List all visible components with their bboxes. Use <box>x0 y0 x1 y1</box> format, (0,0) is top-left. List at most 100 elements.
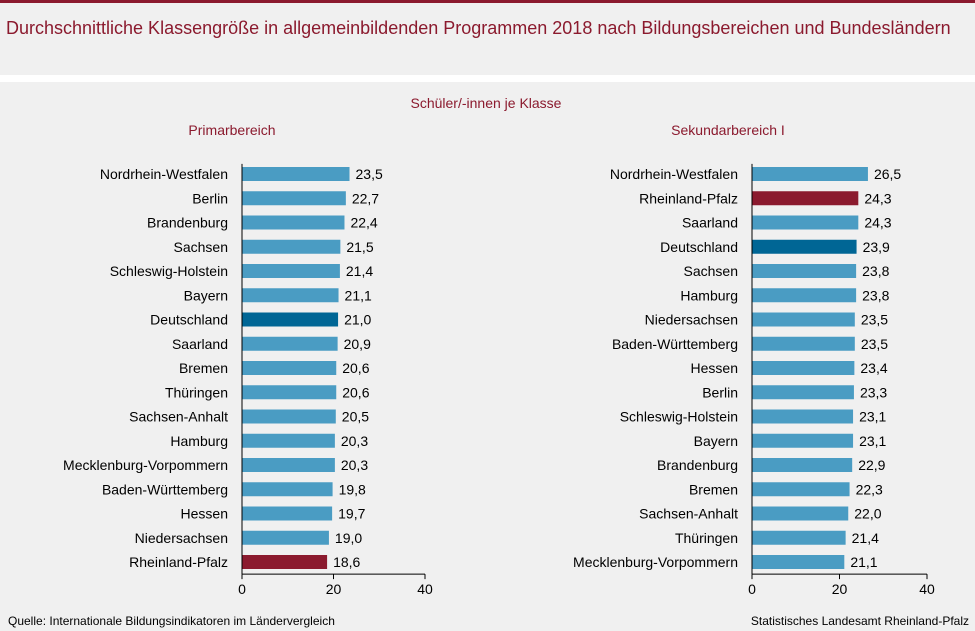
primar-bar <box>242 482 333 497</box>
sekundar-bar <box>752 288 857 303</box>
primar-bar <box>242 458 335 472</box>
sekundar-bar <box>752 336 855 351</box>
sekundar-bar <box>752 506 849 521</box>
sekundar-category-label: Sachsen-Anhalt <box>639 506 738 522</box>
primar-bar <box>242 167 350 181</box>
sekundar-value-label: 23,8 <box>862 263 889 279</box>
sekundar-value-label: 24,3 <box>864 190 891 206</box>
primar-value-label: 20,3 <box>341 433 368 449</box>
primar-category-label: Thüringen <box>165 384 228 400</box>
primar-value-label: 22,4 <box>350 215 377 231</box>
primar-title: Primarbereich <box>188 122 275 138</box>
sekundar-bar <box>752 264 857 278</box>
sekundar-bar <box>752 433 854 448</box>
sekundar-value-label: 23,3 <box>860 384 887 400</box>
sekundar-bar <box>752 482 850 497</box>
primar-bar <box>242 312 339 327</box>
primar-bar <box>242 215 345 230</box>
primar-bar <box>242 530 329 545</box>
primar-category-label: Mecklenburg-Vorpommern <box>63 457 228 473</box>
primar-category-label: Baden-Württemberg <box>102 481 228 497</box>
primar-category-label: Berlin <box>192 190 228 206</box>
sekundar-category-label: Niedersachsen <box>645 312 738 328</box>
primar-tick-label: 20 <box>326 581 342 597</box>
sekundar-tick-label: 40 <box>919 581 935 597</box>
sekundar-category-label: Hamburg <box>680 287 738 303</box>
primar-category-label: Schleswig-Holstein <box>110 263 228 279</box>
sekundar-value-label: 26,5 <box>874 166 901 182</box>
primarbereich-chart: Primarbereich Nordrhein-Westfalen 23,5 Berl… <box>63 122 433 597</box>
sekundar-bar <box>752 458 853 472</box>
sekundar-category-label: Sachsen <box>684 263 738 279</box>
sekundar-category-label: Baden-Württemberg <box>612 336 738 352</box>
primar-value-label: 21,4 <box>346 263 373 279</box>
sekundar-bar <box>752 239 857 254</box>
sekundar-value-label: 22,3 <box>856 481 883 497</box>
sekundar-value-label: 23,5 <box>861 336 888 352</box>
primar-bar <box>242 264 340 278</box>
header: Durchschnittliche Klassengröße in allgem… <box>0 3 975 75</box>
primar-bar <box>242 191 346 206</box>
sekundar-value-label: 23,1 <box>859 433 886 449</box>
primar-bar <box>242 433 335 448</box>
primar-value-label: 21,5 <box>346 239 373 255</box>
sekundar-tick-label: 20 <box>832 581 848 597</box>
sekundar-category-label: Deutschland <box>660 239 738 255</box>
primar-category-label: Sachsen-Anhalt <box>129 409 228 425</box>
primar-category-label: Rheinland-Pfalz <box>129 554 228 570</box>
sekundar-value-label: 24,3 <box>864 215 891 231</box>
sekundar-category-label: Mecklenburg-Vorpommern <box>573 554 738 570</box>
sekundar-value-label: 23,9 <box>863 239 890 255</box>
sekundarbereich-chart: Sekundarbereich I Nordrhein-Westfalen 26,5… <box>573 122 935 597</box>
primar-value-label: 20,9 <box>344 336 371 352</box>
sekundar-bar <box>752 361 855 375</box>
sekundar-category-label: Saarland <box>682 215 738 231</box>
publisher-note: Statistisches Landesamt Rheinland-Pfalz <box>750 614 969 628</box>
source-note: Quelle: Internationale Bildungsindikator… <box>8 614 335 628</box>
sekundar-value-label: 22,0 <box>854 506 881 522</box>
primar-value-label: 21,1 <box>345 287 372 303</box>
primar-category-label: Brandenburg <box>147 215 228 231</box>
chart-subtitle: Schüler/-innen je Klasse <box>411 95 562 111</box>
top-accent-line <box>0 0 975 3</box>
sekundar-bar <box>752 555 845 569</box>
primar-tick-label: 40 <box>417 581 433 597</box>
primar-value-label: 18,6 <box>333 554 360 570</box>
sekundar-category-label: Bayern <box>694 433 738 449</box>
sekundar-bar <box>752 530 846 545</box>
primar-bar <box>242 361 337 375</box>
primar-bar <box>242 336 338 351</box>
primar-value-label: 22,7 <box>352 190 379 206</box>
sekundar-category-label: Nordrhein-Westfalen <box>610 166 738 182</box>
primar-value-label: 20,6 <box>342 360 369 376</box>
primar-value-label: 19,7 <box>338 506 365 522</box>
sekundar-bar <box>752 167 868 181</box>
primar-value-label: 21,0 <box>344 312 371 328</box>
sekundar-category-label: Berlin <box>702 384 738 400</box>
primar-category-label: Niedersachsen <box>135 530 228 546</box>
sekundar-value-label: 23,8 <box>862 287 889 303</box>
sekundar-category-label: Brandenburg <box>657 457 738 473</box>
primar-category-label: Hessen <box>181 506 228 522</box>
primar-tick-label: 0 <box>238 581 246 597</box>
primar-category-label: Bremen <box>179 360 228 376</box>
primar-category-label: Deutschland <box>150 312 228 328</box>
primar-value-label: 20,6 <box>342 384 369 400</box>
sekundar-tick-label: 0 <box>748 581 756 597</box>
primar-value-label: 20,5 <box>342 409 369 425</box>
sekundar-value-label: 23,1 <box>859 409 886 425</box>
primar-bar <box>242 239 341 254</box>
primar-bar <box>242 409 336 424</box>
primar-value-label: 20,3 <box>341 457 368 473</box>
sekundar-category-label: Rheinland-Pfalz <box>639 190 738 206</box>
primar-bar <box>242 555 328 569</box>
primar-category-label: Saarland <box>172 336 228 352</box>
page-title: Durchschnittliche Klassengröße in allgem… <box>6 18 951 38</box>
sekundar-bar <box>752 215 859 230</box>
primar-category-label: Bayern <box>184 287 228 303</box>
sekundar-bar <box>752 385 854 400</box>
sekundar-category-label: Bremen <box>689 481 738 497</box>
sekundar-bar <box>752 312 855 327</box>
sekundar-value-label: 21,1 <box>850 554 877 570</box>
